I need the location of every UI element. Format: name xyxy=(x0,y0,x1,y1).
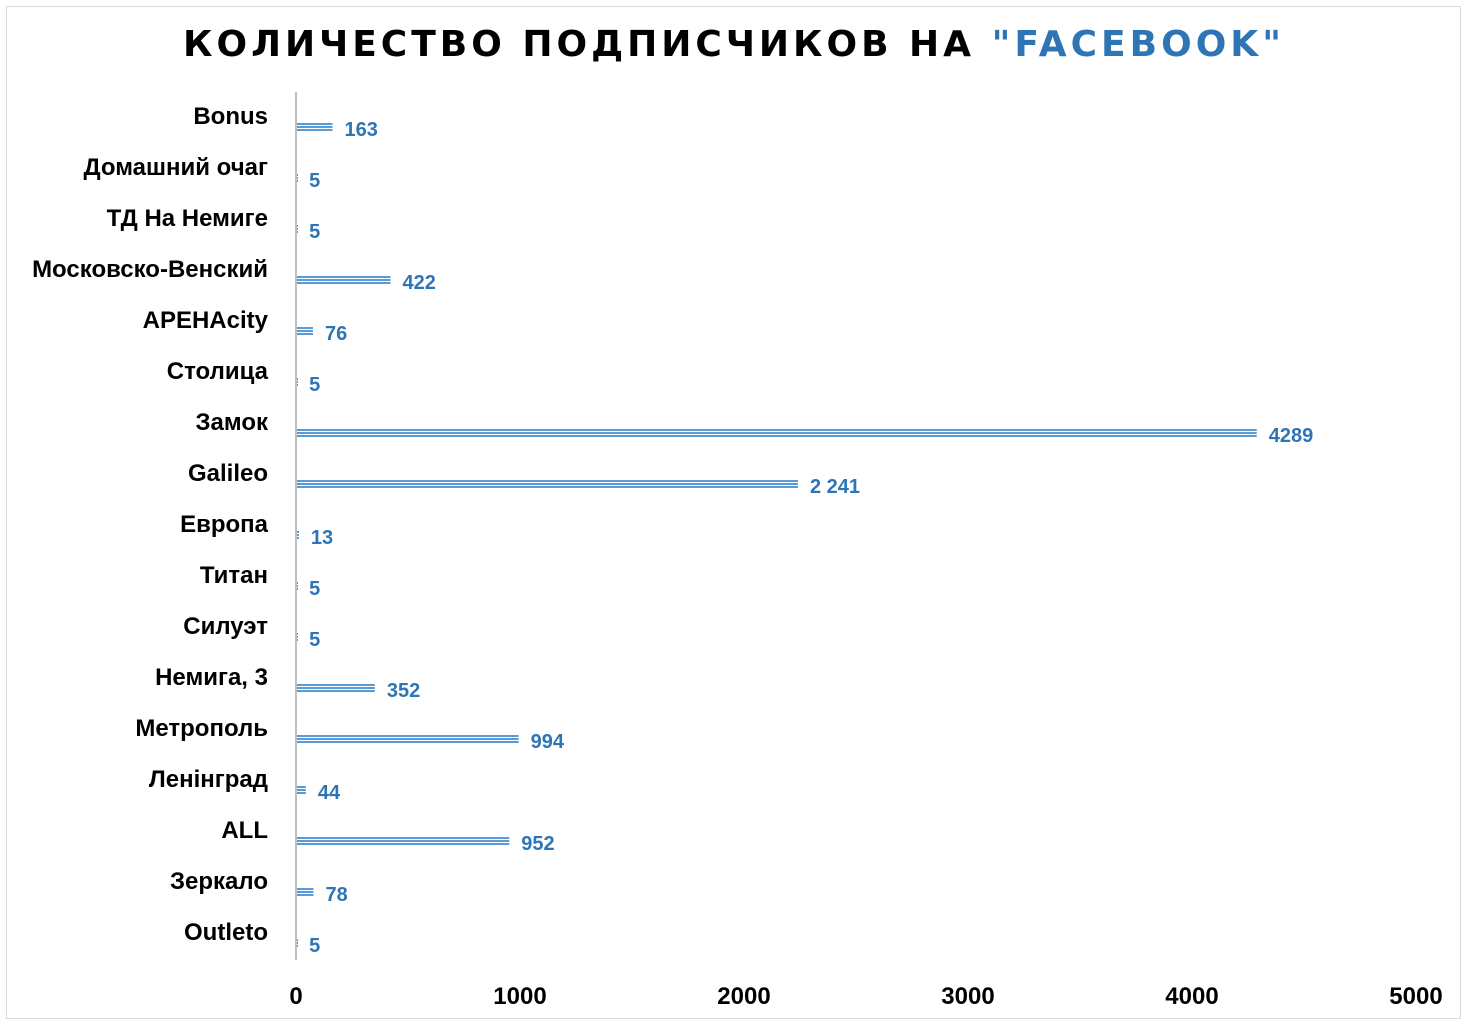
category-label: АРЕНAcity xyxy=(143,307,269,334)
bar xyxy=(297,479,798,489)
chart-title-main: КОЛИЧЕСТВО ПОДПИСЧИКОВ НА xyxy=(183,24,992,65)
category-label: ALL xyxy=(221,817,268,844)
bar xyxy=(297,173,298,183)
bar xyxy=(297,836,510,846)
category-label: Ленінград xyxy=(149,766,268,793)
category-label: Европа xyxy=(180,511,269,538)
bar xyxy=(297,428,1257,438)
value-label: 5 xyxy=(309,935,320,957)
bar xyxy=(297,224,298,234)
bar xyxy=(297,785,306,795)
bar xyxy=(297,275,391,285)
category-label: Bonus xyxy=(193,103,268,130)
value-label: 5 xyxy=(309,170,320,192)
bar xyxy=(297,530,299,540)
value-label: 5 xyxy=(309,629,320,651)
value-label: 352 xyxy=(387,680,420,702)
value-labels: 163 5 5 422 76 5 4289 2 241 13 5 5 352 994 44 952 78 5 xyxy=(309,119,1313,957)
bar xyxy=(297,938,298,948)
category-label: Домашний очаг xyxy=(83,154,268,181)
bar xyxy=(297,377,298,387)
x-tick-label: 0 xyxy=(289,983,302,1010)
value-label: 44 xyxy=(318,782,341,804)
value-label: 13 xyxy=(311,527,333,549)
category-label: Замок xyxy=(196,409,269,436)
category-label: Немига, 3 xyxy=(155,664,268,691)
bar xyxy=(297,581,298,591)
category-label: Зеркало xyxy=(170,868,268,895)
value-label: 422 xyxy=(403,272,436,294)
value-label: 5 xyxy=(309,221,320,243)
x-tick-label: 1000 xyxy=(493,983,546,1010)
value-label: 2 241 xyxy=(810,476,860,498)
value-label: 994 xyxy=(531,731,565,753)
category-label: Титан xyxy=(200,562,268,589)
chart-title: КОЛИЧЕСТВО ПОДПИСЧИКОВ НА "FACEBOOK" xyxy=(183,24,1285,65)
x-tick-label: 3000 xyxy=(941,983,994,1010)
x-tick-label: 2000 xyxy=(717,983,770,1010)
chart-title-accent: "FACEBOOK" xyxy=(992,24,1285,65)
category-label: Московско-Венский xyxy=(32,256,268,283)
value-label: 5 xyxy=(309,578,320,600)
value-label: 76 xyxy=(325,323,347,345)
bar xyxy=(297,734,519,744)
value-label: 5 xyxy=(309,374,320,396)
bar xyxy=(297,326,314,336)
category-label: Galileo xyxy=(188,460,268,487)
category-label: Outleto xyxy=(184,919,268,946)
bar xyxy=(297,122,333,132)
bar xyxy=(297,887,314,897)
category-label: ТД На Немиге xyxy=(107,205,268,232)
x-tick-label: 4000 xyxy=(1165,983,1218,1010)
bar xyxy=(297,632,298,642)
chart-frame xyxy=(6,6,1461,1019)
value-label: 163 xyxy=(345,119,378,141)
category-label: Столица xyxy=(167,358,269,385)
x-axis-ticks: 0 1000 2000 3000 4000 5000 xyxy=(289,983,1442,1010)
value-label: 4289 xyxy=(1269,425,1314,447)
category-label: Силуэт xyxy=(183,613,268,640)
value-label: 952 xyxy=(521,833,554,855)
value-label: 78 xyxy=(325,884,347,906)
x-tick-label: 5000 xyxy=(1389,983,1442,1010)
category-label: Метрополь xyxy=(135,715,268,742)
bar xyxy=(297,683,375,693)
bars-layer xyxy=(297,122,1257,948)
category-labels: Bonus Домашний очаг ТД На Немиге Московско-… xyxy=(32,103,269,946)
